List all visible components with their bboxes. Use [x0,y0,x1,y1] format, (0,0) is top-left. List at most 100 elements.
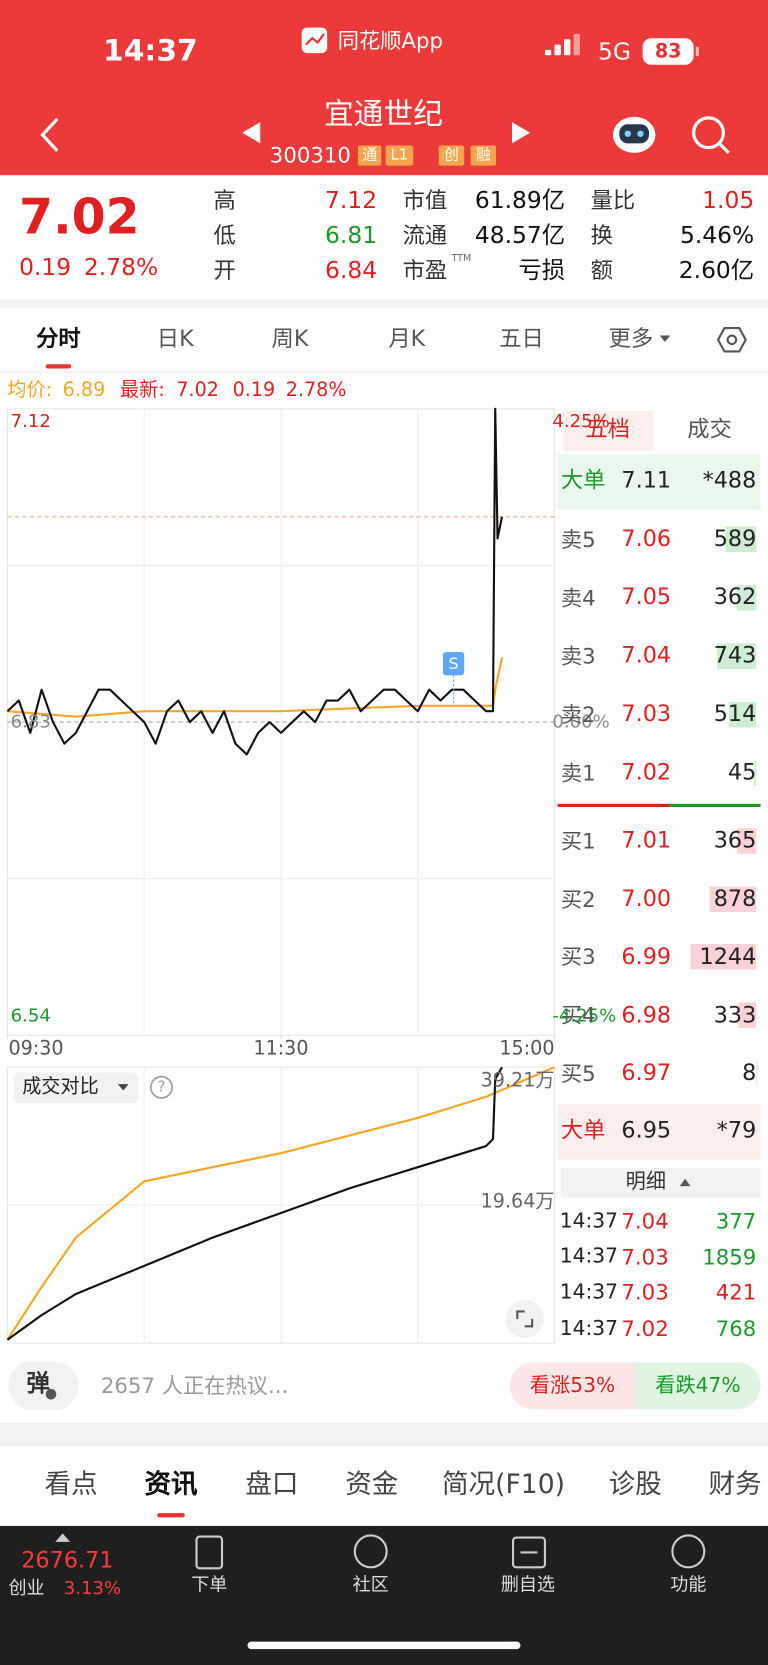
signal-icon [544,49,552,56]
stock-name: 宜通世纪 [323,96,443,132]
volume-bar [738,1002,757,1028]
stock-tag-bg [470,145,497,166]
trade-volume: 421 [715,1279,757,1306]
network: 5G [598,39,632,66]
trade-volume: 768 [715,1315,757,1342]
selector-bg[interactable] [13,1072,139,1104]
info-tab[interactable]: 盘口 [245,1468,299,1500]
discussion-text[interactable]: 2657 人正在热议... [100,1372,289,1399]
prev-icon [242,122,261,144]
battery-tip [695,46,699,57]
big-order-bg [557,1104,761,1160]
field-value: 61.89亿 [474,187,566,215]
book-price: 6.98 [621,1001,672,1028]
book-volume: 743 [713,642,757,669]
book-level: 卖1 [560,760,596,786]
function-icon [671,1534,706,1569]
stock-code: 300310 [269,142,351,168]
app-name: 同花顺App [337,27,444,54]
info-tab[interactable]: 资讯 [144,1468,198,1500]
bear-button[interactable] [635,1362,761,1410]
trade-marker-label: S [448,654,459,674]
discussion-icon [45,1388,57,1400]
pct-tick-label: -4.25% [552,1005,617,1027]
book-price: 7.02 [621,759,672,786]
field-label: 市盈 [402,258,448,284]
volume-bar [690,944,757,970]
book-level: 买3 [560,944,596,970]
nav-item[interactable]: 下单 [191,1574,228,1596]
status-time: 14:37 [103,33,198,69]
book-level: 卖5 [560,526,596,553]
book-price: 7.04 [621,642,672,669]
today-volume-line [6,1066,503,1341]
book-level: 买4 [560,1002,596,1028]
book-price: 7.01 [621,827,672,854]
trade-price: 7.03 [621,1244,669,1270]
chart-tab[interactable]: 分时 [36,326,81,352]
dropdown-icon [117,1084,129,1091]
separator [0,299,768,308]
trade-marker [442,651,465,676]
book-price: 7.03 [621,701,672,727]
help-icon [150,1075,173,1099]
book-volume: 878 [713,885,757,912]
nav-item[interactable]: 功能 [670,1574,707,1596]
book-level: 买1 [560,828,596,854]
x-tick-label: 09:30 [8,1037,64,1060]
big-order-label: 大单 [560,467,606,494]
chart-tab[interactable]: 周K [271,326,309,352]
index-up-icon [55,1533,71,1542]
y-tick-label: 19.64万 [480,1190,555,1213]
price-change-pct: 2.78% [83,254,159,282]
info-tab[interactable]: 简况(F10) [442,1468,565,1500]
info-tab[interactable]: 财务 [708,1468,762,1500]
info-tab[interactable]: 资金 [345,1468,399,1500]
trade-time: 14:37 [559,1209,618,1233]
chart-tab[interactable]: 月K [388,326,426,352]
book-level: 卖3 [560,643,596,669]
nav-item[interactable]: 删自选 [500,1574,556,1596]
app-icon [305,33,325,46]
legend-label: 最新: [120,379,165,402]
book-tab[interactable]: 成交 [687,416,732,443]
previous-volume-line [6,1066,555,1341]
field-label: 市值 [402,188,448,214]
index-name: 创业 [8,1577,45,1599]
chart-tab[interactable]: 更多 [608,326,654,352]
legend-value: 6.89 [62,379,106,402]
bull-label[interactable]: 看涨53% [529,1373,616,1397]
volume-selector[interactable]: 成交对比 [22,1075,99,1099]
book-price: 6.99 [621,943,672,970]
volume-bar [736,828,757,854]
book-volume: 514 [713,701,757,727]
book-tab[interactable]: 五档 [585,416,630,443]
price-line [6,407,504,756]
signal-icon [564,39,571,56]
book-divider [670,803,761,808]
home-indicator [247,1641,521,1650]
trade-price: 7.03 [621,1279,669,1306]
discussion-button[interactable] [8,1361,79,1411]
nav-item[interactable]: 社区 [352,1574,389,1596]
index-value[interactable]: 2676.71 [21,1547,114,1574]
stock-tag-bg [438,145,465,166]
bull-button[interactable] [509,1362,636,1410]
community-icon [353,1534,388,1569]
info-tab[interactable]: 诊股 [608,1468,662,1500]
chart-tab[interactable]: 日K [156,326,194,352]
trade-time: 14:37 [559,1280,618,1304]
field-value: 2.60亿 [678,257,755,285]
order-icon [195,1535,224,1570]
bear-label[interactable]: 看跌47% [655,1373,741,1397]
chart-tab[interactable]: 五日 [499,326,544,352]
expand-icon [516,1310,534,1328]
expand-icon [505,1299,544,1338]
stock-tag-bg [357,145,382,166]
y-tick-label: 6.83 [10,711,51,733]
trades-header-bg [560,1168,761,1198]
book-level: 买2 [560,886,596,912]
settings-icon [726,334,738,346]
info-tab[interactable]: 看点 [44,1468,98,1500]
barrage-button[interactable]: 弹 [26,1370,50,1398]
